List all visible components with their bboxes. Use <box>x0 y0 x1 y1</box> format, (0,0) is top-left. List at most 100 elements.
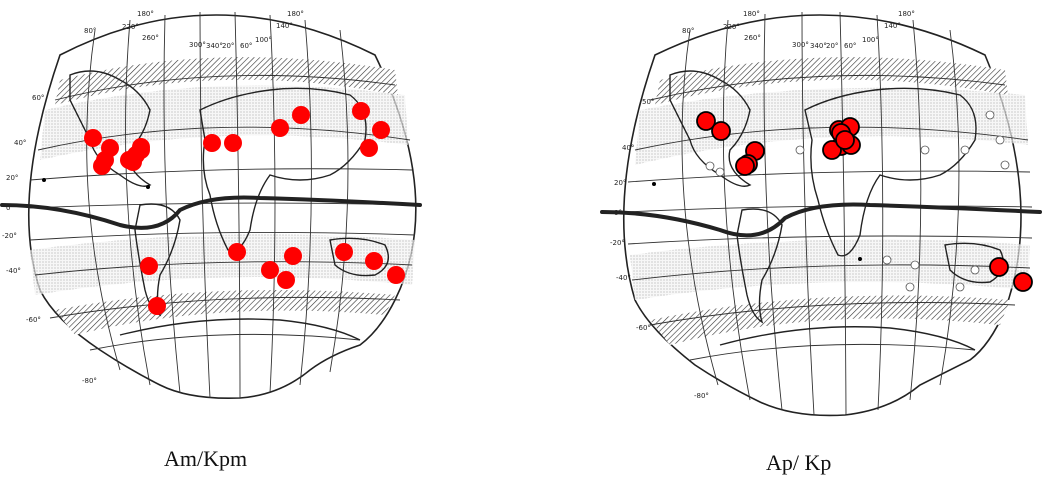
lat-label: -80° <box>82 377 97 385</box>
station-marker <box>989 257 1009 277</box>
small-station-dot <box>42 178 46 182</box>
lon-label: 180° <box>743 10 760 18</box>
lon-label: 220° <box>723 23 740 31</box>
station-marker <box>96 151 114 169</box>
station-marker <box>284 247 302 265</box>
caption-left: Am/Kpm <box>164 446 248 471</box>
lon-label: 260° <box>744 34 761 42</box>
world-map-left: 80° 180° 220° 260° 300° 340° 20° 60° 100… <box>0 10 422 400</box>
lon-label: 140° <box>276 22 293 30</box>
lon-label: 140° <box>884 22 901 30</box>
station-marker <box>365 252 383 270</box>
lat-label: 50° <box>642 98 654 106</box>
lon-label: 180° <box>137 10 154 18</box>
lon-label: 60° <box>240 42 252 50</box>
open-station-marker <box>705 161 715 171</box>
station-marker <box>835 130 855 150</box>
open-station-marker <box>1000 160 1010 170</box>
lat-label: -20° <box>610 239 625 247</box>
station-marker <box>277 271 295 289</box>
coastline-north-america <box>669 70 752 187</box>
stipple-band-south <box>630 239 1030 300</box>
lon-label: 80° <box>84 27 96 35</box>
open-station-marker <box>970 265 980 275</box>
lon-label: 180° <box>287 10 304 18</box>
open-station-marker <box>715 167 725 177</box>
station-marker <box>735 156 755 176</box>
lon-label: 340° <box>810 42 827 50</box>
lon-label: 100° <box>255 36 272 44</box>
hatched-band-south <box>650 295 1010 345</box>
lat-label: 20° <box>614 179 626 187</box>
station-marker <box>352 102 370 120</box>
lon-label: 260° <box>142 34 159 42</box>
lon-label: 300° <box>792 41 809 49</box>
lat-label: -40° <box>6 267 21 275</box>
open-station-marker <box>995 135 1005 145</box>
station-marker <box>140 257 158 275</box>
station-marker <box>335 243 353 261</box>
coastline-eurasia-africa <box>804 87 977 257</box>
hatched-band-south <box>55 290 395 335</box>
station-marker <box>261 261 279 279</box>
lon-label: 180° <box>898 10 915 18</box>
station-marker <box>387 266 405 284</box>
lon-label: 340° <box>206 42 223 50</box>
lon-label: 60° <box>844 42 856 50</box>
station-marker <box>696 111 716 131</box>
station-marker <box>372 121 390 139</box>
small-station-dot <box>146 185 150 189</box>
lon-label: 20° <box>826 42 838 50</box>
coastline-antarctica <box>119 318 361 341</box>
station-marker <box>84 129 102 147</box>
open-station-marker <box>955 282 965 292</box>
open-station-marker <box>910 260 920 270</box>
coastline-australia <box>329 237 389 277</box>
magnetic-equator-line <box>600 202 1042 238</box>
station-marker <box>822 140 842 160</box>
stipple-band-south <box>30 234 415 295</box>
lat-label: -40° <box>616 274 631 282</box>
lat-label: 40° <box>14 139 26 147</box>
coastline-eurasia-africa <box>199 87 367 252</box>
station-marker <box>148 297 166 315</box>
hatched-band-north <box>55 57 398 105</box>
lon-label: 80° <box>682 27 694 35</box>
station-marker <box>711 121 731 141</box>
map-right: 80° 180° 220° 260° 300° 340° 20° 60° 100… <box>600 0 1043 420</box>
caption-right: Ap/ Kp <box>766 450 832 475</box>
open-station-marker <box>795 145 805 155</box>
small-station-dot <box>858 257 862 261</box>
station-marker <box>224 134 242 152</box>
stipple-band-north <box>40 85 408 160</box>
stations-right <box>696 111 1033 292</box>
lat-label: 60° <box>32 94 44 102</box>
open-station-marker <box>960 145 970 155</box>
open-station-marker <box>882 255 892 265</box>
station-marker <box>292 106 310 124</box>
lat-label: 20° <box>6 174 18 182</box>
lon-label: 220° <box>122 23 139 31</box>
lat-label: -80° <box>694 392 709 400</box>
hatched-band-north <box>655 57 1008 105</box>
station-marker <box>203 134 221 152</box>
lat-label: 0° <box>6 204 14 212</box>
map-left: 80° 180° 220° 260° 300° 340° 20° 60° 100… <box>0 0 430 400</box>
small-station-dot <box>652 182 656 186</box>
open-station-marker <box>985 110 995 120</box>
stations-left <box>84 102 405 315</box>
station-marker <box>132 141 150 159</box>
station-marker <box>360 139 378 157</box>
open-station-marker <box>905 282 915 292</box>
lat-label: -20° <box>2 232 17 240</box>
station-marker <box>228 243 246 261</box>
open-station-marker <box>920 145 930 155</box>
coastline-antarctica <box>719 326 976 351</box>
lon-label: 20° <box>222 42 234 50</box>
lat-label: -60° <box>26 316 41 324</box>
magnetic-equator-line <box>0 195 422 230</box>
lon-label: 100° <box>862 36 879 44</box>
world-map-right: 80° 180° 220° 260° 300° 340° 20° 60° 100… <box>600 10 1042 417</box>
lat-label: 0° <box>614 209 622 217</box>
lat-label: -60° <box>636 324 651 332</box>
